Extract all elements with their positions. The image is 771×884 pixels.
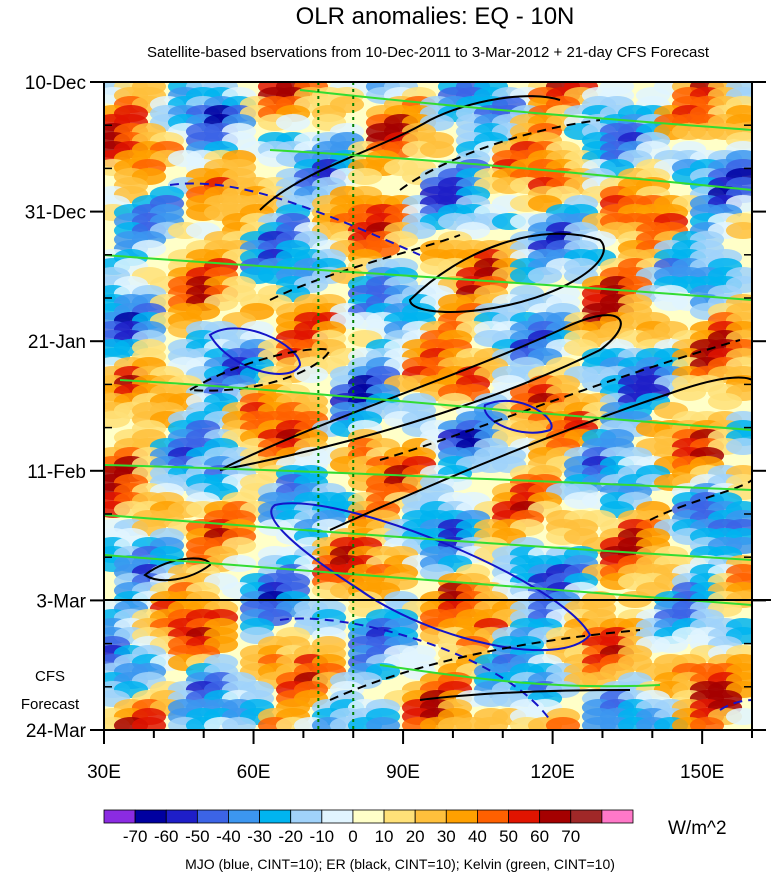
mjo-contour	[208, 327, 302, 375]
footer-note: MJO (blue, CINT=10); ER (black, CINT=10)…	[185, 856, 615, 872]
y-tick-label: 11-Feb	[27, 462, 86, 483]
colorbar-swatch	[477, 809, 509, 824]
chart-subtitle: Satellite-based bservations from 10-Dec-…	[147, 44, 710, 61]
x-tick-label: 150E	[680, 762, 724, 783]
field-cell	[671, 383, 707, 402]
kelvin-contour	[104, 464, 752, 491]
wave-contours	[104, 89, 752, 721]
mjo-contour	[483, 399, 553, 434]
field-cell	[653, 635, 689, 654]
y-tick-label: 21-Jan	[28, 332, 86, 353]
field-cell	[221, 554, 257, 573]
colorbar-tick-label: -10	[310, 827, 335, 846]
field-cell	[275, 113, 311, 132]
er-contour	[329, 629, 641, 701]
colorbar-tick-label: 0	[348, 827, 357, 846]
colorbar-swatch	[601, 809, 634, 824]
colorbar-swatch	[352, 809, 385, 824]
forecast-label-line1: CFS	[35, 668, 65, 685]
y-tick-label: 24-Mar	[26, 721, 87, 742]
colorbar-tick-label: -20	[278, 827, 303, 846]
colorbar-tick-label: 50	[499, 827, 518, 846]
colorbar-swatch	[165, 809, 198, 824]
colorbar-swatch	[259, 809, 292, 824]
y-axis: 10-Dec 31-Dec 21-Jan 11-Feb 3-Mar 24-Mar	[25, 73, 766, 742]
field-cell	[725, 707, 752, 726]
field-cell	[689, 716, 725, 730]
x-axis: 30E 60E 90E 120E 150E	[87, 730, 753, 783]
x-tick-label: 90E	[386, 762, 420, 783]
kelvin-contour	[104, 514, 752, 561]
er-contour	[379, 339, 741, 461]
colorbar-tick-label: -50	[185, 827, 210, 846]
colorbar-swatch	[414, 809, 447, 824]
field-cell	[725, 221, 752, 240]
field-cell	[131, 716, 167, 730]
er-contour	[143, 557, 212, 582]
kelvin-contour	[119, 379, 752, 431]
kelvin-contour	[104, 254, 752, 301]
field-cell	[707, 392, 743, 411]
colorbar-tick-label: 70	[561, 827, 580, 846]
colorbar-tick-label: 30	[437, 827, 456, 846]
colorbar-swatch	[321, 809, 354, 824]
field-cell	[293, 365, 329, 384]
forecast-label-line2: Forecast	[21, 696, 80, 713]
er-contour	[419, 689, 631, 701]
colorbar-swatch	[290, 809, 323, 824]
kelvin-contour	[379, 664, 661, 688]
colorbar-swatch	[570, 809, 603, 824]
colorbar-swatch	[539, 809, 572, 824]
colorbar-swatch	[196, 809, 229, 824]
colorbar-swatch	[383, 809, 416, 824]
colorbar-tick-label: 40	[468, 827, 487, 846]
er-contour	[399, 119, 601, 191]
colorbar-swatch	[103, 809, 136, 824]
colorbar-swatch	[445, 809, 478, 824]
x-tick-label: 120E	[530, 762, 574, 783]
colorbar-swatch	[508, 809, 541, 824]
er-contour	[259, 95, 561, 211]
y-tick-label: 10-Dec	[25, 73, 86, 94]
field-cell	[104, 410, 131, 429]
mjo-contour	[169, 182, 421, 256]
y-tick-label: 3-Mar	[36, 591, 86, 612]
colorbar-tick-label: -30	[247, 827, 272, 846]
colorbar-swatch	[228, 809, 260, 824]
field-cell	[365, 716, 401, 730]
er-contour	[408, 232, 605, 313]
mjo-contour	[279, 617, 551, 721]
field-cell	[545, 716, 581, 730]
olr-anomaly-field	[104, 82, 752, 730]
x-tick-label: 30E	[87, 762, 121, 783]
field-cell	[221, 716, 257, 730]
colorbar-tick-label: 10	[375, 827, 394, 846]
field-cell	[527, 266, 563, 285]
x-tick-label: 60E	[237, 762, 271, 783]
reference-lines	[317, 82, 355, 730]
kelvin-contour	[269, 149, 752, 191]
field-cell	[347, 167, 383, 186]
chart-title: OLR anomalies: EQ - 10N	[296, 3, 575, 30]
er-contour	[219, 314, 622, 471]
plot-frame	[103, 81, 753, 731]
er-contour	[649, 479, 752, 521]
field-cell	[725, 437, 752, 456]
field-cell	[473, 716, 509, 730]
field-cell	[419, 140, 455, 159]
colorbar-unit: W/m^2	[668, 818, 727, 839]
colorbar-tick-label: 20	[406, 827, 425, 846]
colorbar-tick-label: -60	[154, 827, 179, 846]
colorbar: -70 -60 -50 -40 -30 -20 -10 0 10 20 30 40 50 60 70	[103, 809, 634, 846]
colorbar-tick-label: -40	[216, 827, 241, 846]
colorbar-swatch	[134, 809, 167, 824]
colorbar-tick-label: 60	[530, 827, 549, 846]
mjo-contour	[270, 502, 592, 652]
colorbar-tick-label: -70	[123, 827, 148, 846]
kelvin-contour	[299, 89, 752, 131]
y-tick-label: 31-Dec	[25, 203, 86, 224]
er-contour	[269, 234, 461, 301]
kelvin-contour	[104, 554, 752, 606]
